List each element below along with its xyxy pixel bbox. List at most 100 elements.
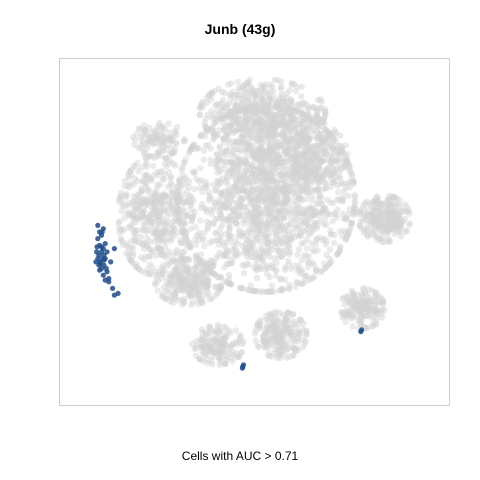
cell-point bbox=[321, 265, 328, 272]
cell-point bbox=[163, 162, 170, 170]
cell-point bbox=[240, 217, 247, 224]
cell-point bbox=[304, 206, 312, 213]
cell-point bbox=[263, 233, 270, 240]
cell-point bbox=[274, 144, 281, 151]
cell-point bbox=[299, 125, 307, 133]
cell-point bbox=[248, 130, 256, 137]
cell-point bbox=[208, 114, 215, 121]
cell-point bbox=[281, 186, 288, 193]
cell-point bbox=[151, 191, 159, 199]
cell-point bbox=[185, 255, 192, 262]
cell-point bbox=[272, 227, 279, 235]
cell-point bbox=[287, 97, 295, 105]
cell-point bbox=[229, 247, 236, 255]
cell-point bbox=[137, 233, 144, 241]
cell-point bbox=[268, 210, 276, 217]
cell-point bbox=[337, 243, 344, 250]
cell-point bbox=[282, 147, 290, 155]
cell-point bbox=[155, 233, 162, 240]
cell-point bbox=[123, 190, 130, 198]
cell-point bbox=[281, 199, 288, 207]
cell-point bbox=[301, 119, 308, 126]
cell-point bbox=[256, 255, 263, 262]
cell-point bbox=[333, 251, 341, 259]
cell-point bbox=[267, 288, 275, 295]
cell-point bbox=[123, 250, 130, 257]
cell-point bbox=[202, 183, 209, 191]
cell-point bbox=[204, 223, 211, 230]
cell-point bbox=[182, 180, 189, 188]
cell-point bbox=[168, 205, 176, 212]
cell-point bbox=[227, 213, 234, 220]
cell-point bbox=[298, 110, 305, 117]
cell-point bbox=[337, 244, 344, 252]
cell-point bbox=[228, 257, 235, 264]
cell-point bbox=[291, 217, 298, 224]
cell-point bbox=[119, 202, 126, 209]
cell-point bbox=[287, 183, 295, 190]
cell-point bbox=[316, 234, 323, 241]
cell-point bbox=[241, 117, 248, 125]
cell-point bbox=[304, 148, 311, 156]
cell-point bbox=[261, 195, 269, 203]
cell-point bbox=[216, 114, 223, 122]
cell-point bbox=[173, 264, 180, 271]
cell-point bbox=[285, 195, 292, 202]
cell-point bbox=[136, 200, 143, 208]
cell-point bbox=[282, 190, 289, 198]
cell-point bbox=[208, 210, 215, 217]
cell-point bbox=[235, 188, 242, 196]
cell-point bbox=[305, 135, 312, 142]
cell-point bbox=[309, 197, 316, 204]
cell-point bbox=[247, 210, 255, 217]
cell-point bbox=[258, 107, 265, 114]
cell-point bbox=[268, 129, 275, 136]
cell-point bbox=[287, 171, 294, 179]
cell-point bbox=[207, 267, 214, 275]
cell-point bbox=[251, 219, 258, 226]
cell-point bbox=[263, 165, 270, 173]
cell-point bbox=[193, 352, 200, 359]
cell-point bbox=[237, 212, 244, 219]
cell-point bbox=[286, 125, 293, 133]
cell-point bbox=[284, 123, 291, 130]
cell-point bbox=[124, 201, 131, 209]
cell-point bbox=[292, 107, 299, 115]
cell-point bbox=[248, 110, 256, 117]
cell-point bbox=[351, 204, 358, 212]
cell-point bbox=[127, 168, 134, 175]
cell-point bbox=[295, 129, 303, 136]
cell-point bbox=[140, 199, 147, 207]
cell-point bbox=[214, 169, 221, 176]
cell-point bbox=[214, 273, 221, 280]
cell-point bbox=[283, 207, 290, 215]
cell-point bbox=[263, 235, 271, 243]
cell-point bbox=[242, 81, 250, 88]
cell-point bbox=[334, 196, 341, 203]
cell-point bbox=[153, 230, 160, 237]
cell-point bbox=[232, 238, 239, 245]
cell-point bbox=[326, 153, 333, 160]
cell-point bbox=[190, 197, 197, 204]
cell-point bbox=[295, 169, 302, 176]
cell-point bbox=[280, 115, 288, 123]
cell-point bbox=[209, 125, 216, 132]
cell-point bbox=[227, 108, 235, 115]
cell-point bbox=[278, 118, 286, 126]
cell-point bbox=[181, 175, 188, 183]
cell-point bbox=[300, 124, 307, 131]
cell-point bbox=[304, 116, 311, 123]
cell-point bbox=[272, 112, 279, 119]
cell-point bbox=[203, 208, 210, 215]
cell-point bbox=[141, 172, 148, 179]
cell-point bbox=[217, 104, 225, 111]
cell-point bbox=[249, 151, 256, 158]
cell-point bbox=[303, 206, 310, 213]
cell-point bbox=[206, 194, 213, 201]
cell-point bbox=[249, 169, 256, 177]
cell-point bbox=[233, 168, 241, 175]
cell-point bbox=[281, 171, 288, 178]
cell-point bbox=[341, 309, 348, 317]
cell-point bbox=[245, 286, 252, 293]
cell-point bbox=[230, 183, 237, 190]
